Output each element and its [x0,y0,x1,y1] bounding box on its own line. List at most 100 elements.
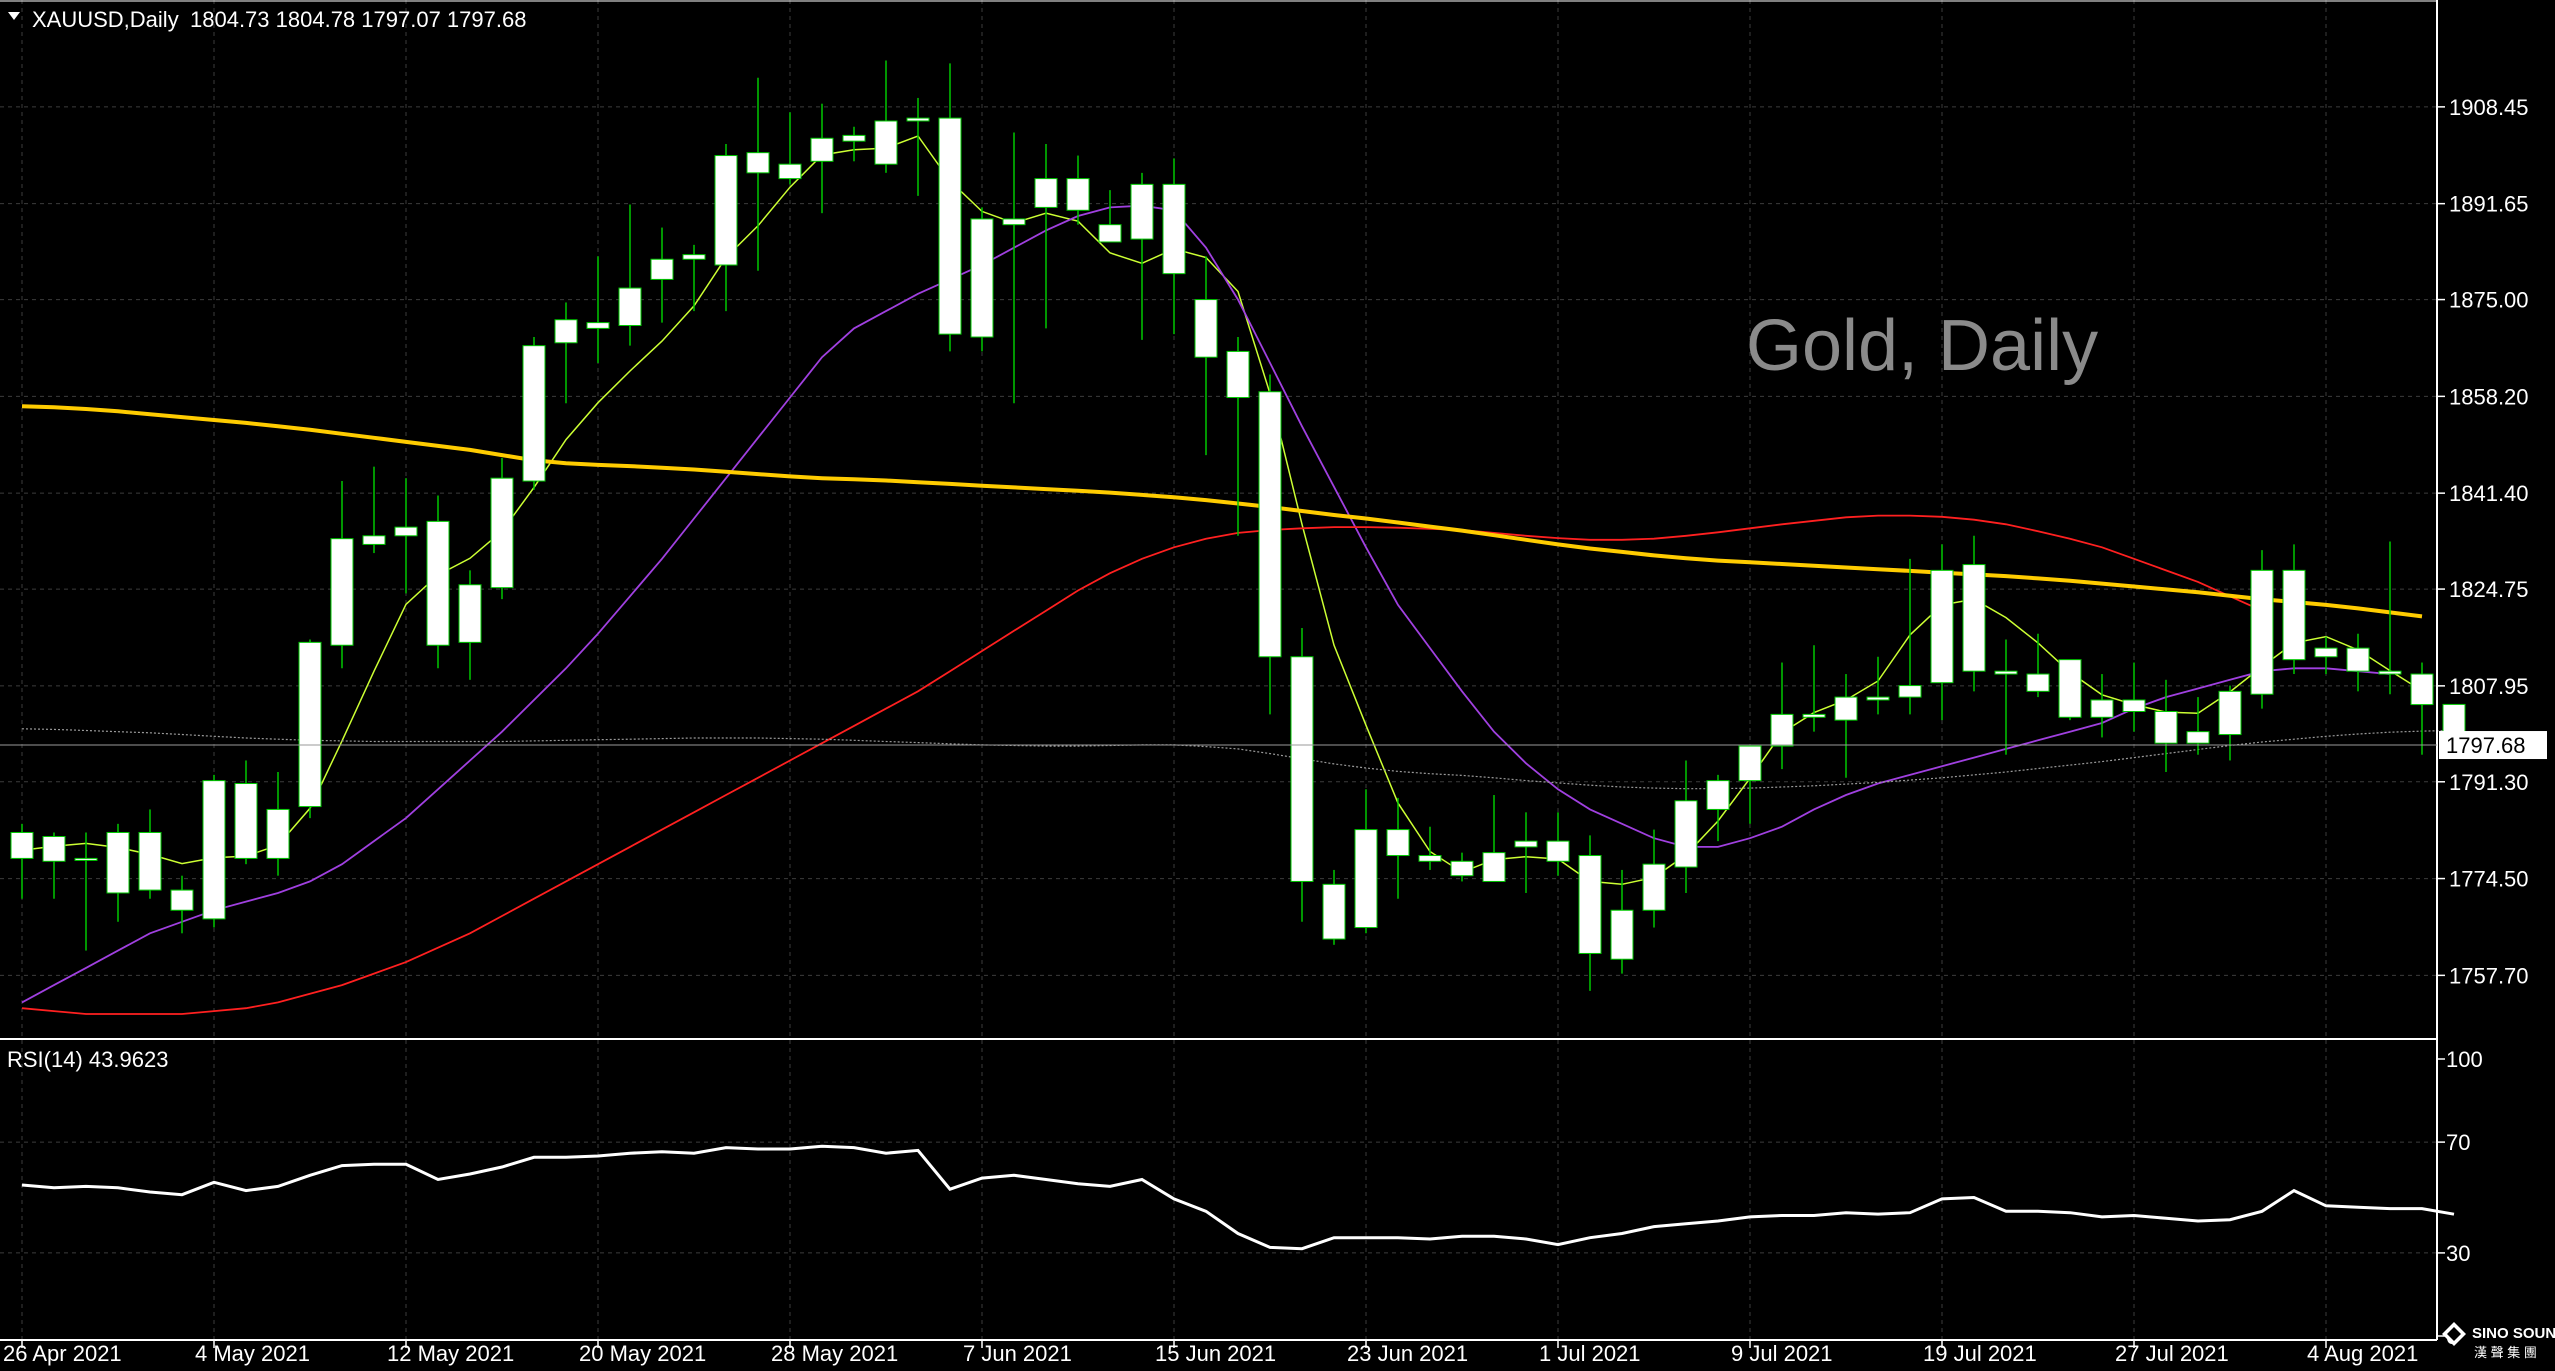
candle[interactable] [2346,633,2370,692]
date-tick-label: 27 Jul 2021 [2115,1341,2229,1366]
candle-body [2250,569,2274,695]
candle[interactable] [362,466,386,554]
candle-body [2378,670,2402,675]
candle[interactable] [522,337,546,490]
candle[interactable] [938,63,962,352]
candle-body [490,477,514,589]
candle[interactable] [1738,745,1762,824]
rsi-axis-labels: 10070300 [2437,1047,2483,1349]
candle[interactable] [458,570,482,680]
candle[interactable] [1386,797,1410,899]
candle[interactable] [1418,826,1442,870]
candle[interactable] [618,204,642,346]
candle-body [106,831,130,894]
candle[interactable] [1834,674,1858,778]
candle-body [266,808,290,859]
candle-body [1674,800,1698,868]
candle[interactable] [1002,132,1026,404]
candle[interactable] [1994,639,2018,755]
candle[interactable] [1706,774,1730,842]
candle[interactable] [2282,544,2306,675]
candle[interactable] [906,97,930,196]
candle[interactable] [1450,852,1474,882]
candle[interactable] [1354,789,1378,934]
candle[interactable] [778,112,802,185]
candle[interactable] [1066,155,1090,225]
candle[interactable] [2090,674,2114,738]
candle[interactable] [2314,636,2338,675]
candle[interactable] [1034,144,1058,329]
candle[interactable] [970,207,994,352]
candle[interactable] [42,832,66,899]
candle[interactable] [2410,662,2434,755]
candle-body [458,584,482,643]
candle[interactable] [74,832,98,951]
candle[interactable] [874,60,898,173]
candle[interactable] [1930,544,1954,721]
candle-body [1546,840,1570,862]
candle[interactable] [714,144,738,312]
candle-body [650,258,674,280]
candle-body [2346,647,2370,672]
candle[interactable] [234,760,258,865]
candle[interactable] [1322,869,1346,945]
candle[interactable] [1130,172,1154,340]
candle[interactable] [1770,662,1794,770]
logo-subtitle: 漢 聲 集 團 [2474,1345,2537,1360]
candle[interactable] [426,495,450,669]
candle[interactable] [298,639,322,819]
candle[interactable] [170,875,194,934]
candle[interactable] [1226,337,1250,536]
dropdown-triangle-icon[interactable] [8,12,20,20]
candle[interactable] [2378,541,2402,695]
candle[interactable] [490,458,514,600]
candle[interactable] [1962,535,1986,692]
candle[interactable] [1482,795,1506,882]
candle[interactable] [2218,685,2242,761]
candle[interactable] [330,481,354,669]
candle[interactable] [1898,558,1922,715]
candle[interactable] [1610,869,1634,974]
candle[interactable] [2122,662,2146,732]
candle-body [746,152,770,174]
candle-body [1066,178,1090,211]
candle[interactable] [746,77,770,271]
candle[interactable] [682,244,706,312]
candle[interactable] [842,126,866,162]
candle[interactable] [1098,190,1122,243]
candle[interactable] [650,227,674,323]
candle[interactable] [1290,627,1314,922]
candle[interactable] [10,823,34,899]
candle[interactable] [810,103,834,214]
candle[interactable] [554,302,578,404]
candle[interactable] [1258,374,1282,715]
candle[interactable] [1802,645,1826,732]
date-axis-labels: 26 Apr 2021 4 May 2021 12 May 2021 20 May 2… [3,1340,2418,1366]
candle[interactable] [586,256,610,363]
candle[interactable] [2154,679,2178,772]
candle[interactable] [202,774,226,928]
candle[interactable] [106,823,130,922]
candle[interactable] [1194,256,1218,456]
candle-body [2122,699,2146,712]
candle-body [1514,840,1538,848]
candle[interactable] [1642,829,1666,928]
candle-body [1898,685,1922,698]
candle[interactable] [1162,158,1186,335]
candle[interactable] [266,771,290,876]
candle-body [1930,569,1954,684]
candle[interactable] [1578,835,1602,991]
candle[interactable] [1514,812,1538,893]
candle[interactable] [2058,659,2082,721]
candle[interactable] [2026,633,2050,698]
candle[interactable] [1546,812,1570,876]
candle[interactable] [2250,550,2274,709]
candle-body [1706,780,1730,810]
candle-body [330,538,354,646]
candle[interactable] [1866,656,1890,715]
candle[interactable] [138,809,162,899]
candle[interactable] [394,478,418,594]
candle[interactable] [1674,760,1698,893]
candlesticks[interactable] [10,60,2466,991]
